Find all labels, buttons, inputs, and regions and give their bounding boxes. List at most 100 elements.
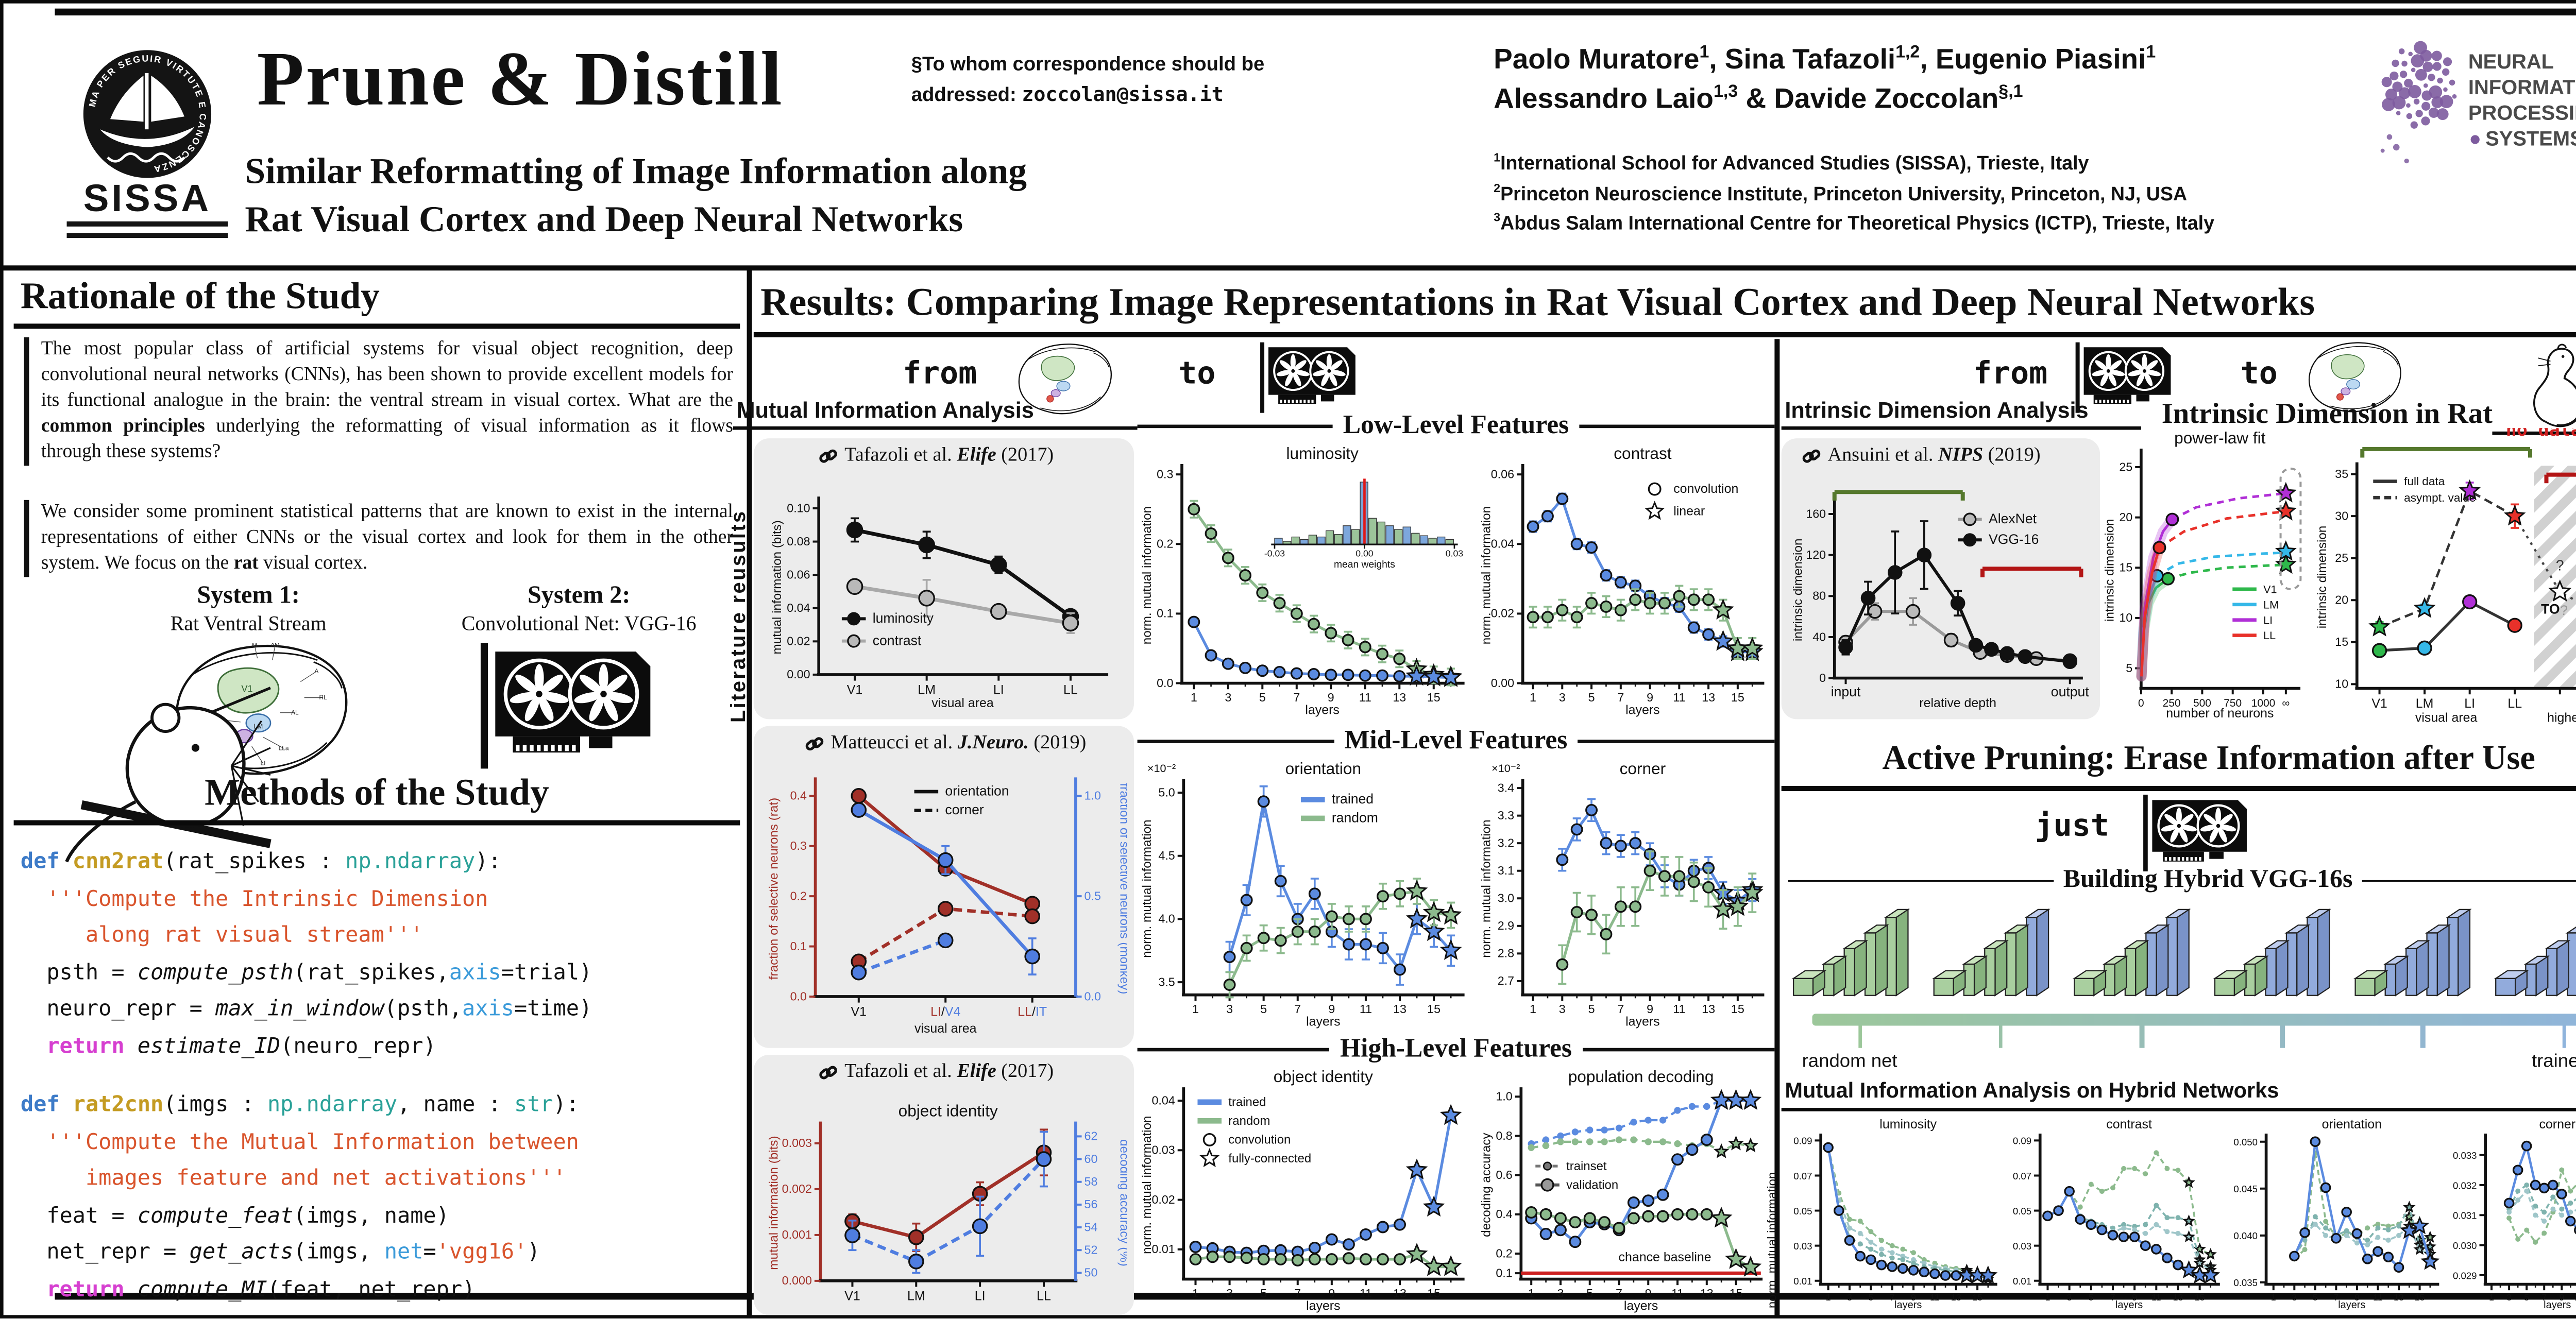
system1-title: System 1: (197, 582, 300, 610)
svg-text:chance baseline: chance baseline (1619, 1250, 1711, 1264)
svg-text:15: 15 (1972, 1292, 1982, 1303)
correspondence-email: zoccolan@sissa.it (1022, 81, 1224, 106)
chart-mid-level-orientation: 3.5 4.0 4.5 5.0 1 3 5 7 9 11 13 15 trained random ×10⁻… (1138, 757, 1473, 1031)
svg-text:mutual information (bits): mutual information (bits) (767, 1136, 781, 1270)
svg-text:25: 25 (2335, 551, 2348, 564)
rationale-underline (13, 323, 740, 329)
svg-text:5: 5 (2126, 661, 2132, 675)
svg-text:1: 1 (1192, 1287, 1199, 1300)
hybrid-stack-6 (2490, 901, 2576, 1007)
svg-text:visual area: visual area (931, 696, 994, 710)
svg-text:11: 11 (1360, 1287, 1372, 1300)
header-line (1137, 1048, 1330, 1052)
svg-text:1: 1 (1530, 1002, 1536, 1016)
svg-text:0.04: 0.04 (1491, 537, 1514, 551)
header-line (2363, 879, 2576, 883)
svg-text:0.8: 0.8 (1496, 1129, 1512, 1142)
brain-icon-left (998, 336, 1132, 421)
svg-text:0.06: 0.06 (1491, 467, 1514, 481)
header-line (1582, 1048, 1775, 1052)
svg-text:0.4: 0.4 (1496, 1207, 1512, 1221)
trained-net-label: trained net (2531, 1051, 2576, 1072)
svg-text:15: 15 (1730, 1287, 1743, 1300)
svg-text:corner: corner (1620, 759, 1666, 778)
chart-literature-selectivity: 0.0 0.1 0.2 0.3 0.4 0.0 0.5 1.0 V1 LI/V4 LL/IT orie… (764, 767, 1131, 1037)
hybrid-ylabel: norm. mutual information (1764, 1172, 1780, 1309)
svg-text:11: 11 (1671, 1287, 1684, 1300)
svg-text:LM: LM (2416, 696, 2434, 711)
svg-text:LI/V4: LI/V4 (930, 1005, 960, 1019)
svg-text:54: 54 (1084, 1220, 1098, 1234)
svg-text:layers: layers (1306, 1014, 1340, 1029)
just-label: just (2035, 808, 2109, 845)
svg-text:object identity: object identity (1274, 1067, 1373, 1086)
svg-text:7: 7 (1616, 1287, 1622, 1300)
svg-text:0.03: 0.03 (1151, 1143, 1175, 1157)
svg-text:15: 15 (2415, 1292, 2425, 1303)
svg-text:0.06: 0.06 (787, 568, 810, 581)
svg-text:35: 35 (2335, 467, 2348, 481)
svg-text:0.4: 0.4 (790, 789, 807, 802)
svg-text:1: 1 (2045, 1292, 2050, 1303)
svg-text:10: 10 (2335, 677, 2348, 691)
svg-text:0.000: 0.000 (782, 1274, 812, 1287)
svg-text:3.0: 3.0 (1498, 892, 1514, 905)
svg-text:norm. mutual information: norm. mutual information (1479, 506, 1493, 644)
svg-text:1: 1 (1528, 1287, 1535, 1300)
svg-text:1.0: 1.0 (1084, 789, 1101, 802)
svg-text:higher areas: higher areas (2547, 710, 2576, 725)
svg-text:15: 15 (1731, 691, 1744, 704)
svg-text:13: 13 (1702, 1002, 1715, 1016)
affiliation-line: 2Princeton Neuroscience Institute, Princ… (1494, 182, 2188, 205)
authors-block: Paolo Muratore1, Sina Tafazoli1,2, Eugen… (1494, 41, 2350, 121)
to-label-left: to (1178, 356, 1216, 392)
svg-text:9: 9 (1328, 1002, 1335, 1016)
svg-text:13: 13 (1702, 691, 1715, 704)
svg-text:3: 3 (1847, 1292, 1852, 1303)
literature-box-2 (753, 726, 1134, 1048)
svg-text:0.08: 0.08 (787, 535, 810, 548)
svg-text:13: 13 (1393, 691, 1406, 704)
chart-low-level-contrast: 0.00 0.02 0.04 0.06 1 3 5 7 9 11 13 15 convolution li… (1477, 442, 1771, 720)
chart-high-level-object-identity: 0.01 0.02 0.03 0.04 1 3 5 7 9 11 13 15 trained random… (1138, 1065, 1473, 1315)
svg-text:?: ? (2556, 557, 2564, 573)
svg-text:7: 7 (1617, 691, 1624, 704)
svg-text:40: 40 (1812, 630, 1826, 643)
svg-text:0.07: 0.07 (2013, 1171, 2031, 1181)
gradient-tick (2562, 1025, 2566, 1048)
svg-text:0.04: 0.04 (787, 601, 810, 614)
svg-text:contrast: contrast (2106, 1118, 2152, 1132)
building-hybrid-header: Building Hybrid VGG-16s (1788, 866, 2576, 896)
column-divider-left (747, 268, 752, 1319)
gradient-tick (2421, 1025, 2426, 1048)
svg-text:2.7: 2.7 (1498, 974, 1514, 987)
literature-box-1 (753, 438, 1134, 720)
chart-hybrid-contrast: 0.01 0.03 0.05 0.07 0.09 1 3 5 7 9 11 13 15 contrast l… (2004, 1117, 2224, 1313)
link-icon (805, 736, 824, 750)
system2-block: System 2: Convolutional Net: VGG-16 (425, 582, 733, 637)
to-label-right: to (2240, 356, 2278, 392)
neurips-logo: NEURAL INFORMATION PROCESSING SYSTEMS (2372, 24, 2576, 254)
svg-text:5.0: 5.0 (1158, 785, 1175, 799)
svg-text:0.002: 0.002 (782, 1182, 812, 1195)
svg-text:0.10: 0.10 (787, 501, 810, 515)
svg-text:9: 9 (1328, 691, 1334, 704)
svg-text:LLa: LLa (279, 745, 289, 752)
svg-text:0.01: 0.01 (2013, 1276, 2031, 1287)
code-block-cnn2rat: def cnn2rat(rat_spikes : np.ndarray): ''… (20, 847, 592, 1058)
svg-text:50: 50 (1084, 1266, 1098, 1279)
svg-text:layers: layers (1625, 703, 1659, 717)
correspondence-line1: §To whom correspondence should be (911, 55, 1265, 76)
chart-power-law-fit: 5 10 15 20 25 0 250 500 750 1000 ∞ V1 LM LI LL power-la… (2100, 428, 2309, 723)
authors-line2: Alessandro Laio1,3 & Davide Zoccolan§,1 (1494, 83, 2023, 115)
svg-text:orientation: orientation (945, 783, 1009, 799)
svg-text:0.04: 0.04 (1151, 1093, 1175, 1107)
svg-text:20: 20 (2119, 510, 2132, 524)
chart-intrinsic-dimension-rat: 10 15 20 25 30 35 V1 LM LI LL full data asympt. val… (2312, 420, 2576, 729)
svg-text:10: 10 (2119, 611, 2132, 624)
reference-text: Tafazoli et al. Elife (2017) (844, 445, 1054, 466)
svg-text:250: 250 (2163, 697, 2181, 709)
affiliation-line: 3Abdus Salam International Centre for Th… (1494, 213, 2215, 235)
svg-text:AL: AL (291, 709, 299, 716)
svg-text:25: 25 (2119, 460, 2132, 473)
